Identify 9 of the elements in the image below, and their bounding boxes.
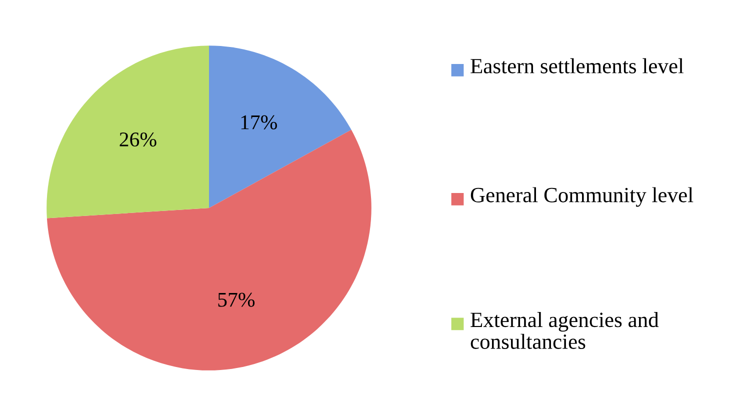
legend-label: General Community level bbox=[470, 187, 694, 207]
pie-slice bbox=[209, 46, 352, 208]
data-label: 26% bbox=[120, 132, 156, 147]
data-label: 57% bbox=[218, 292, 255, 307]
pie-slice bbox=[46, 46, 209, 218]
legend-label: External agencies and consultancies bbox=[470, 312, 659, 349]
pie-slice bbox=[46, 130, 372, 370]
legend-label: Eastern settlements level bbox=[470, 58, 684, 74]
data-label: 17% bbox=[241, 115, 277, 130]
